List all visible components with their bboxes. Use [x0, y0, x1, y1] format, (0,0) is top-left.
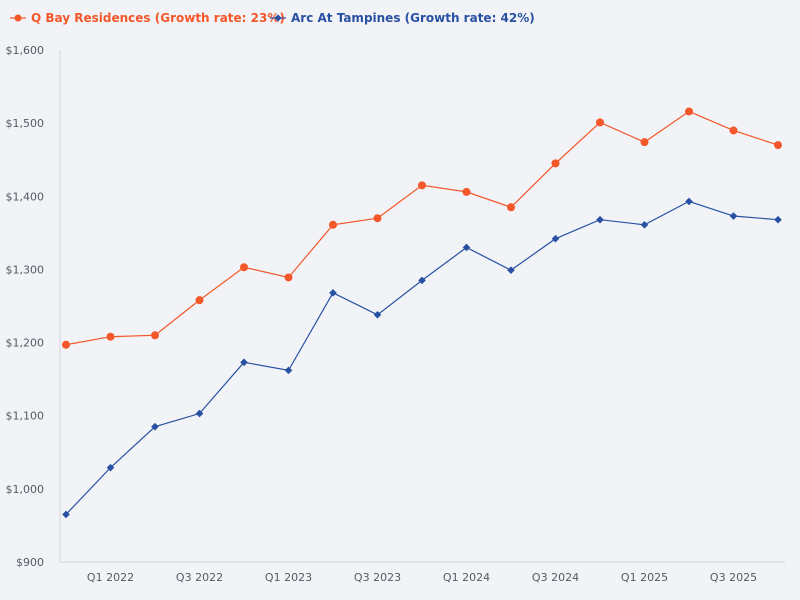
data-point[interactable] — [329, 289, 337, 297]
data-point[interactable] — [151, 331, 159, 340]
y-tick-label: $1,100 — [6, 410, 45, 423]
data-point[interactable] — [685, 197, 693, 206]
y-tick-label: $1,300 — [6, 263, 45, 276]
data-point[interactable] — [195, 296, 204, 305]
x-tick-label: Q1 2023 — [265, 571, 312, 584]
data-point[interactable] — [373, 214, 382, 223]
x-tick-label: Q1 2025 — [621, 571, 668, 584]
data-point[interactable] — [551, 159, 560, 168]
data-point[interactable] — [596, 215, 604, 224]
data-point[interactable] — [240, 263, 248, 272]
legend-marker — [274, 14, 282, 22]
data-point[interactable] — [729, 212, 738, 220]
legend-label: Q Bay Residences (Growth rate: 23%) — [31, 11, 285, 25]
data-point[interactable] — [729, 126, 738, 135]
x-tick-label: Q3 2022 — [176, 571, 223, 584]
data-point[interactable] — [640, 221, 649, 229]
data-point[interactable] — [462, 187, 471, 196]
x-tick-label: Q3 2025 — [710, 571, 757, 584]
data-point[interactable] — [640, 138, 649, 147]
y-tick-label: $1,000 — [6, 483, 45, 496]
data-point[interactable] — [284, 366, 293, 375]
y-axis: $900 $1,000 $1,100 $1,200 $1,300 $1,400 $1,500… — [6, 44, 61, 569]
legend-item[interactable]: Arc At Tampines (Growth rate: 42%) — [270, 11, 535, 25]
data-point[interactable] — [774, 141, 782, 150]
legend-marker — [14, 14, 22, 22]
y-tick-label: $1,400 — [6, 190, 45, 203]
series-line — [65, 200, 779, 515]
data-point[interactable] — [551, 234, 560, 243]
y-tick-label: $1,600 — [6, 44, 45, 57]
series-line — [65, 110, 779, 346]
y-tick-label: $1,200 — [6, 337, 45, 350]
legend-item[interactable]: Q Bay Residences (Growth rate: 23%) — [10, 11, 285, 25]
x-axis: Q1 2022 Q3 2022 Q1 2023 Q3 2023 Q1 2024 Q3 20… — [60, 561, 785, 584]
data-point[interactable] — [373, 310, 382, 319]
data-point[interactable] — [284, 273, 293, 282]
data-point[interactable] — [62, 340, 70, 349]
data-point[interactable] — [418, 276, 426, 285]
data-point[interactable] — [774, 215, 782, 224]
y-tick-label: $900 — [16, 556, 44, 569]
data-point[interactable] — [329, 220, 337, 229]
x-tick-label: Q3 2023 — [354, 571, 401, 584]
x-tick-label: Q1 2022 — [87, 571, 134, 584]
data-point[interactable] — [507, 266, 515, 274]
data-point[interactable] — [151, 422, 159, 431]
data-point[interactable] — [62, 510, 70, 519]
data-point[interactable] — [240, 358, 248, 367]
data-point[interactable] — [685, 107, 693, 116]
series-0 — [62, 107, 782, 349]
plot-area — [62, 107, 782, 519]
data-point[interactable] — [195, 409, 204, 418]
x-tick-label: Q1 2024 — [443, 571, 490, 584]
data-point[interactable] — [507, 203, 515, 212]
legend: Q Bay Residences (Growth rate: 23%) Arc A… — [10, 11, 535, 25]
data-point[interactable] — [418, 181, 426, 190]
data-point[interactable] — [106, 332, 115, 341]
data-point[interactable] — [596, 118, 604, 127]
data-point[interactable] — [106, 463, 115, 472]
data-point[interactable] — [462, 243, 471, 252]
legend-label: Arc At Tampines (Growth rate: 42%) — [291, 11, 535, 25]
y-tick-label: $1,500 — [6, 117, 45, 130]
series-1 — [62, 197, 782, 519]
x-tick-label: Q3 2024 — [532, 571, 579, 584]
